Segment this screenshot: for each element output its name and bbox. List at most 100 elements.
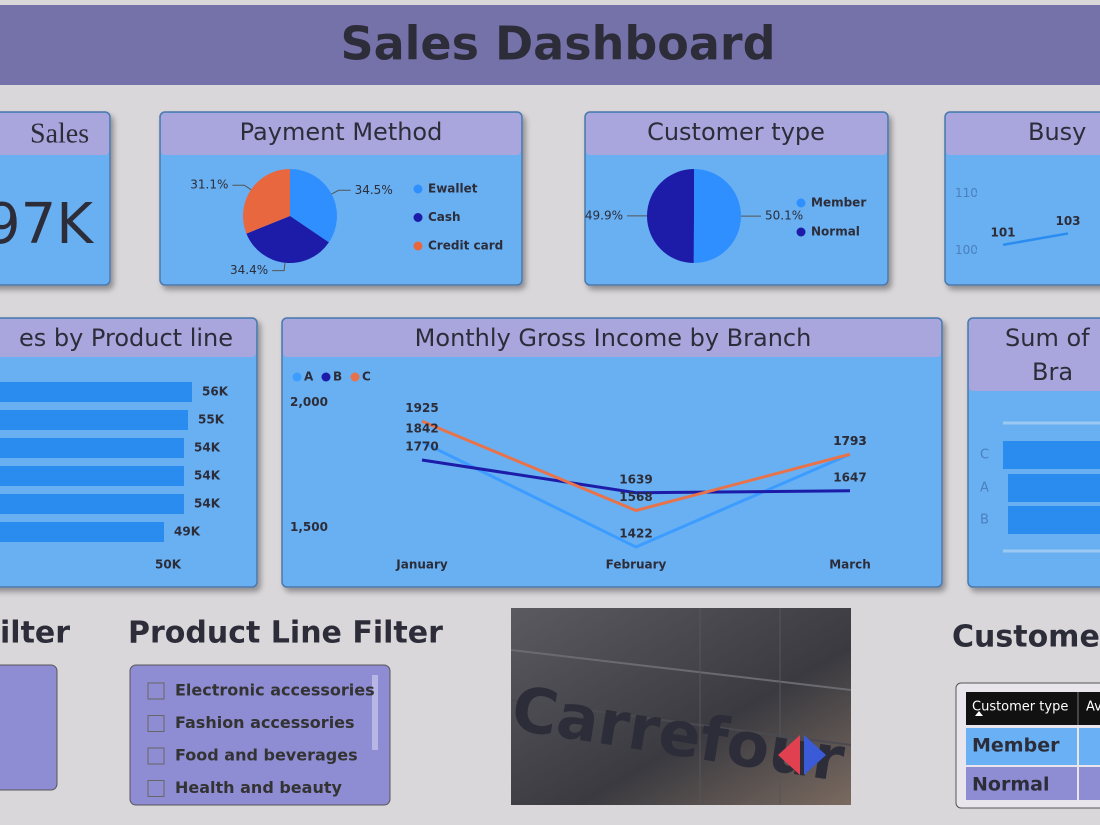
pie-slice xyxy=(246,216,329,263)
legend-label[interactable]: Normal xyxy=(811,225,860,239)
y-tick-label: C xyxy=(980,448,989,463)
y-tick-label: A xyxy=(980,481,989,496)
legend-label[interactable]: A xyxy=(304,370,314,384)
line-series xyxy=(1002,232,1069,247)
legend-label[interactable]: Cash xyxy=(428,210,461,224)
y-tick-label: B xyxy=(980,513,989,528)
chart-title: Customer type xyxy=(647,118,825,146)
legend-label[interactable]: Ewallet xyxy=(428,182,478,196)
data-label: 1793 xyxy=(833,434,866,448)
panel-header xyxy=(946,113,1100,155)
filter-item: Health and beauty xyxy=(175,778,342,797)
filter-item: Electronic accessories xyxy=(175,681,375,700)
leader-line xyxy=(331,189,351,195)
dashboard-title: Sales Dashboard xyxy=(340,17,775,71)
data-label: 1639 xyxy=(619,472,652,486)
panel-header xyxy=(283,319,941,357)
sort-arrow xyxy=(975,711,983,716)
y-tick-label: 1,500 xyxy=(290,520,328,534)
legend-swatch xyxy=(321,372,331,382)
data-label: 31.1% xyxy=(190,178,228,192)
filter-box xyxy=(129,664,391,806)
x-tick-label: March xyxy=(829,558,871,572)
bar xyxy=(0,438,184,458)
legend-swatch xyxy=(796,227,806,237)
y-tick-label: 100 xyxy=(955,243,978,257)
bar xyxy=(0,494,184,514)
checkbox[interactable] xyxy=(147,682,165,700)
checkbox[interactable] xyxy=(147,715,165,732)
pie-slice xyxy=(693,169,741,264)
chart-title: Sum of xyxy=(1005,324,1090,352)
data-label: 49.9% xyxy=(585,208,623,222)
chart-title: Busy xyxy=(1028,118,1086,146)
legend-swatch xyxy=(413,241,423,251)
data-label: 50.1% xyxy=(765,209,803,223)
chart-title: es by Product line xyxy=(19,324,233,352)
checkbox[interactable] xyxy=(147,747,165,765)
pie-slice xyxy=(646,168,694,263)
cropped-bars xyxy=(1003,421,1100,553)
legend-swatch xyxy=(350,372,360,382)
x-tick-label: 50K xyxy=(155,558,182,572)
legend-swatch xyxy=(413,184,423,194)
legend-swatch xyxy=(413,213,423,222)
checkbox[interactable] xyxy=(147,780,165,797)
y-tick-label: 2,000 xyxy=(290,395,328,409)
legend-label[interactable]: Member xyxy=(811,196,866,210)
data-label: 101 xyxy=(990,225,1015,239)
x-tick-label: January xyxy=(395,558,448,572)
panel xyxy=(0,111,111,286)
bar xyxy=(0,522,164,542)
card-value: 97K xyxy=(0,192,94,257)
table-cell: Member xyxy=(972,735,1060,757)
panel-header xyxy=(0,113,109,155)
data-label: 1842 xyxy=(405,422,438,436)
data-label: 34.5% xyxy=(355,183,393,197)
bar xyxy=(0,382,192,402)
data-label: 54K xyxy=(194,469,221,483)
panel xyxy=(159,111,523,286)
legend-label[interactable]: C xyxy=(362,370,371,384)
card-title: Sales xyxy=(30,118,89,149)
chart-title: Monthly Gross Income by Branch xyxy=(415,324,812,352)
line-series xyxy=(421,440,851,549)
filter-item: Fashion accessories xyxy=(175,713,355,732)
data-label: 34.4% xyxy=(230,263,268,277)
y-tick-label: 110 xyxy=(955,186,978,200)
data-label: 1647 xyxy=(833,470,866,484)
leader-line xyxy=(272,262,286,272)
panel xyxy=(944,111,1100,286)
column-header[interactable]: Customer type xyxy=(972,700,1068,715)
scrollbar[interactable] xyxy=(372,675,378,750)
panel-header xyxy=(969,319,1100,391)
filter-title: ilter xyxy=(0,616,70,651)
legend-label[interactable]: B xyxy=(333,370,342,384)
table-title: Custome xyxy=(952,620,1100,655)
store-photo: Carrefour xyxy=(511,608,851,805)
legend-swatch xyxy=(292,372,302,382)
header-band xyxy=(0,5,1100,85)
line-series xyxy=(421,458,851,495)
legend-swatch xyxy=(796,198,806,208)
filter-title: Product Line Filter xyxy=(128,616,443,651)
pie-slice xyxy=(290,169,337,243)
leader-line xyxy=(232,184,252,191)
data-label: 54K xyxy=(194,497,221,511)
bar xyxy=(0,410,188,430)
panel-header xyxy=(586,113,887,155)
data-label: 49K xyxy=(174,525,201,539)
data-label: 1925 xyxy=(405,401,438,415)
data-label: 1770 xyxy=(405,440,438,454)
panel xyxy=(281,317,943,588)
filter-box[interactable] xyxy=(0,664,58,791)
chart-title: Bra xyxy=(1032,358,1073,386)
data-label: 55K xyxy=(198,413,225,427)
data-label: 103 xyxy=(1055,214,1080,228)
table-cell: Normal xyxy=(972,774,1049,796)
legend-label[interactable]: Credit card xyxy=(428,239,503,253)
panel-header xyxy=(0,319,256,357)
column-header[interactable]: Av xyxy=(1086,700,1100,715)
data-label: 1793 xyxy=(833,434,866,448)
